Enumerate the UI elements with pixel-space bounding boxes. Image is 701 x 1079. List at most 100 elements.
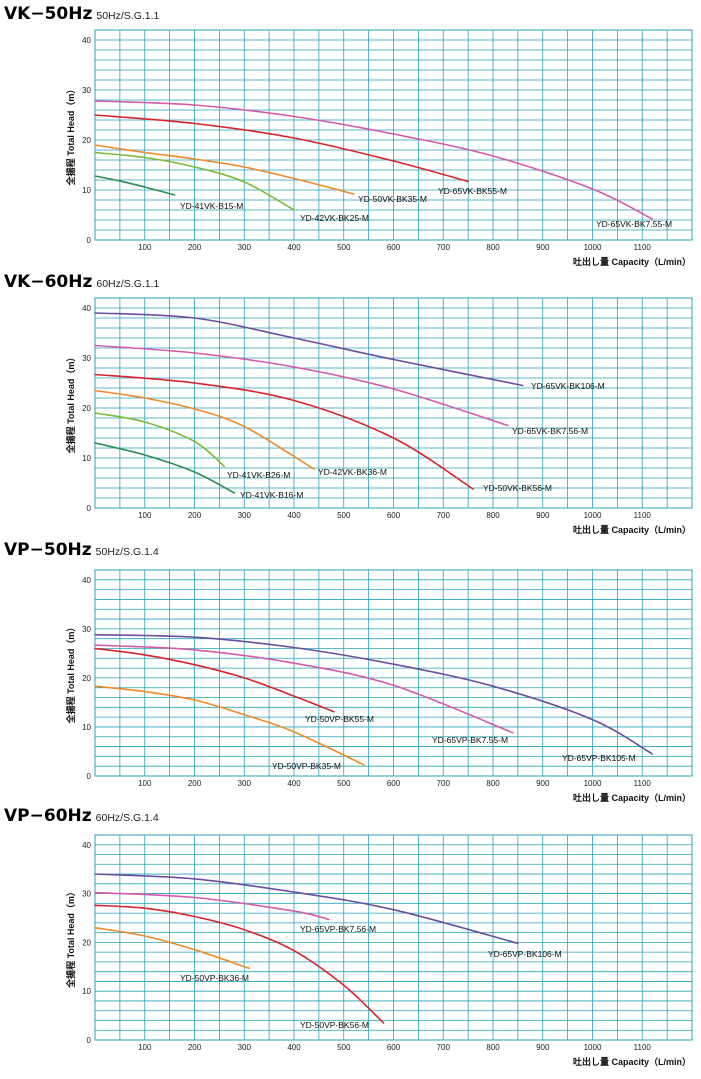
y-tick-label: 0	[87, 236, 92, 245]
series-line	[94, 151, 295, 211]
x-tick-label: 700	[437, 511, 451, 520]
x-tick-label: 1000	[584, 1043, 602, 1052]
chart-title: VK−50Hz 50Hz/S.G.1.1	[4, 4, 160, 24]
x-tick-label: 1100	[634, 1043, 652, 1052]
x-tick-label: 500	[337, 243, 351, 252]
x-tick-label: 400	[287, 243, 301, 252]
series-line	[94, 633, 653, 755]
x-tick-label: 300	[238, 243, 252, 252]
x-tick-label: 100	[138, 243, 152, 252]
series-line	[94, 442, 236, 494]
series-line	[94, 114, 469, 183]
series-line	[94, 373, 474, 490]
series-line	[94, 389, 315, 470]
series-label: YD-50VP-BK55-M	[305, 714, 374, 724]
x-tick-label: 600	[387, 243, 401, 252]
x-tick-label: 200	[188, 511, 202, 520]
series-label: YD-41VK-B26-M	[227, 470, 290, 480]
x-tick-label: 800	[486, 1043, 500, 1052]
series-label: YD-42VK-BK25-M	[300, 213, 369, 223]
series-label: YD-65VK-BK106-M	[531, 381, 605, 391]
series-label: YD-42VK-BK36-M	[318, 467, 387, 477]
x-tick-label: 600	[387, 779, 401, 788]
x-tick-label: 1000	[584, 779, 602, 788]
series-label: YD-50VP-BK36-M	[180, 973, 249, 983]
x-tick-label: 500	[337, 779, 351, 788]
x-tick-label: 900	[536, 779, 550, 788]
x-tick-label: 300	[238, 1043, 252, 1052]
y-tick-label: 10	[82, 987, 91, 996]
y-tick-label: 10	[82, 454, 91, 463]
series-line	[94, 644, 514, 734]
series-line	[94, 100, 653, 220]
series-label: YD-41VK-B16-M	[240, 490, 303, 500]
x-tick-label: 800	[486, 243, 500, 252]
x-tick-label: 300	[238, 779, 252, 788]
y-tick-label: 30	[82, 890, 91, 899]
series-label: YD-41VK-B15-M	[180, 201, 243, 211]
series-label: YD-50VK-BK56-M	[483, 483, 552, 493]
x-tick-label: 300	[238, 511, 252, 520]
x-tick-label: 700	[437, 1043, 451, 1052]
x-tick-label: 100	[138, 1043, 152, 1052]
y-tick-label: 0	[87, 772, 92, 781]
x-axis-label: 吐出し量 Capacity（L/min）	[573, 792, 691, 803]
y-axis-label: 全揚程 Total Head（m）	[65, 85, 76, 187]
chart-title: VP−50Hz 50Hz/S.G.1.4	[4, 540, 159, 560]
x-tick-label: 800	[486, 779, 500, 788]
y-axis-label: 全揚程 Total Head（m）	[65, 623, 76, 725]
x-tick-label: 100	[138, 779, 152, 788]
x-tick-label: 500	[337, 511, 351, 520]
y-tick-label: 30	[82, 86, 91, 95]
x-tick-label: 200	[188, 779, 202, 788]
x-tick-label: 800	[486, 511, 500, 520]
chart-panel-2: VK−60Hz 60Hz/S.G.1.1100 200 300 400 500 600 700…	[4, 272, 693, 535]
x-tick-label: 700	[437, 243, 451, 252]
series-label: YD-65VP-BK106-M	[488, 949, 562, 959]
y-axis-label: 全揚程 Total Head（m）	[65, 353, 76, 455]
series-label: YD-50VP-BK56-M	[300, 1020, 369, 1030]
y-tick-label: 40	[82, 36, 91, 45]
x-tick-label: 1100	[634, 511, 652, 520]
plot-frame	[94, 297, 693, 509]
y-tick-label: 40	[82, 576, 91, 585]
x-axis-label: 吐出し量 Capacity（L/min）	[573, 256, 691, 267]
x-tick-label: 1000	[584, 511, 602, 520]
x-tick-label: 700	[437, 779, 451, 788]
series-label: YD-50VP-BK35-M	[272, 761, 341, 771]
series-label: YD-50VK-BK35-M	[358, 194, 427, 204]
x-axis-label: 吐出し量 Capacity（L/min）	[573, 1056, 691, 1067]
series-line	[94, 904, 385, 1024]
series-line	[94, 685, 365, 766]
grid	[94, 297, 693, 509]
x-tick-label: 500	[337, 1043, 351, 1052]
series-label: YD-65VP-BK105-M	[562, 753, 636, 763]
series-label: YD-65VK-BK7.56-M	[512, 426, 588, 436]
x-tick-label: 400	[287, 511, 301, 520]
y-tick-label: 30	[82, 625, 91, 634]
chart-title: VP−60Hz 60Hz/S.G.1.4	[4, 806, 159, 826]
y-tick-label: 10	[82, 186, 91, 195]
series-line	[94, 344, 509, 427]
series-line	[94, 144, 355, 195]
y-tick-label: 20	[82, 674, 91, 683]
y-tick-label: 0	[87, 1036, 92, 1045]
series-line	[94, 891, 330, 921]
x-tick-label: 1100	[634, 779, 652, 788]
y-tick-label: 10	[82, 723, 91, 732]
chart-subtitle: 60Hz/S.G.1.1	[96, 278, 159, 290]
y-tick-label: 40	[82, 304, 91, 313]
y-tick-label: 20	[82, 404, 91, 413]
grid	[94, 834, 693, 1041]
series-label: YD-65VK-BK55-M	[438, 186, 507, 196]
chart-panel-1: VK−50Hz 50Hz/S.G.1.1100 200 300 400 500 600 700…	[4, 4, 693, 267]
x-tick-label: 200	[188, 243, 202, 252]
series-line	[94, 926, 250, 970]
y-tick-label: 0	[87, 504, 92, 513]
grid	[94, 569, 693, 777]
plot-frame	[94, 834, 693, 1041]
